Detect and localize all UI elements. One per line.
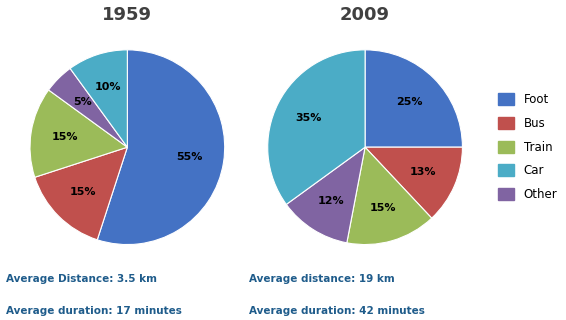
Text: 13%: 13%: [410, 167, 436, 177]
Text: 15%: 15%: [52, 132, 78, 142]
Text: 15%: 15%: [70, 187, 96, 197]
Wedge shape: [49, 68, 127, 147]
Wedge shape: [286, 147, 365, 243]
Wedge shape: [347, 147, 432, 244]
Text: 25%: 25%: [397, 98, 423, 108]
Wedge shape: [268, 50, 365, 204]
Wedge shape: [365, 147, 462, 218]
Text: 10%: 10%: [95, 82, 121, 92]
Title: 1959: 1959: [102, 6, 152, 24]
Wedge shape: [97, 50, 225, 244]
Title: 2009: 2009: [340, 6, 390, 24]
Text: Average duration: 17 minutes: Average duration: 17 minutes: [6, 306, 182, 316]
Text: Average duration: 42 minutes: Average duration: 42 minutes: [249, 306, 425, 316]
Wedge shape: [30, 90, 127, 177]
Text: Average distance: 19 km: Average distance: 19 km: [249, 274, 395, 284]
Wedge shape: [365, 50, 462, 147]
Text: 12%: 12%: [318, 196, 345, 206]
Text: 15%: 15%: [370, 203, 396, 213]
Text: 55%: 55%: [177, 152, 203, 162]
Legend: Foot, Bus, Train, Car, Other: Foot, Bus, Train, Car, Other: [498, 93, 558, 201]
Text: 5%: 5%: [73, 98, 92, 108]
Text: Average Distance: 3.5 km: Average Distance: 3.5 km: [6, 274, 157, 284]
Wedge shape: [70, 50, 127, 147]
Text: 35%: 35%: [295, 114, 322, 124]
Wedge shape: [35, 147, 127, 240]
